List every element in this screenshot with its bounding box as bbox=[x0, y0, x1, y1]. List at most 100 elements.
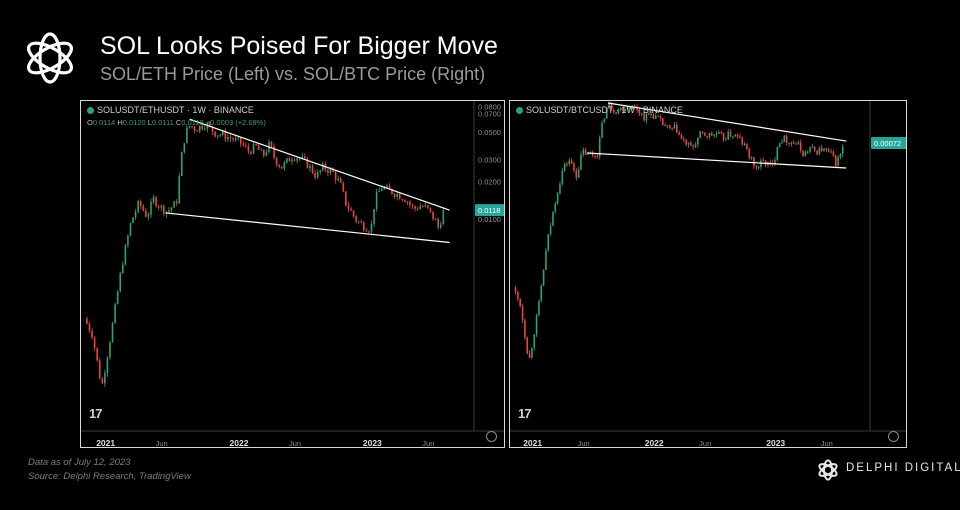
candle-body bbox=[96, 347, 98, 361]
candle-body bbox=[718, 132, 720, 134]
candle-body bbox=[584, 149, 587, 155]
candle-body bbox=[86, 318, 88, 324]
candle-body bbox=[209, 123, 211, 127]
candle-body bbox=[393, 194, 396, 197]
candle-body bbox=[104, 373, 106, 384]
candle-body bbox=[214, 131, 216, 137]
time-tick-label: 2022 bbox=[230, 438, 249, 448]
candle-body bbox=[360, 221, 363, 223]
candle-body bbox=[678, 132, 680, 135]
candle-body bbox=[204, 128, 206, 130]
candle-body bbox=[668, 125, 671, 128]
candle-body bbox=[134, 211, 137, 218]
brand-name: DELPHI DIGITAL bbox=[846, 462, 960, 474]
candle-body bbox=[645, 113, 648, 121]
candle-body bbox=[841, 146, 844, 154]
candle-body bbox=[538, 300, 540, 315]
candle-body bbox=[554, 203, 557, 212]
candle-body bbox=[352, 210, 355, 217]
candle-body bbox=[517, 291, 519, 299]
candle-body bbox=[245, 145, 247, 147]
candle-body bbox=[528, 353, 531, 358]
candle-body bbox=[239, 137, 242, 144]
candle-body bbox=[280, 166, 283, 169]
tradingview-logo-icon: 17 bbox=[89, 406, 103, 421]
data-date-note: Data as of July 12, 2023 bbox=[28, 457, 131, 468]
candle-body bbox=[561, 170, 564, 184]
candle-body bbox=[519, 298, 522, 307]
candle-body bbox=[109, 342, 111, 358]
candle-body bbox=[591, 153, 594, 156]
candle-body bbox=[540, 285, 543, 301]
candle-body bbox=[252, 144, 255, 154]
chart-settings-gear-icon[interactable] bbox=[486, 431, 497, 442]
candle-body bbox=[404, 200, 406, 202]
candle-body bbox=[799, 142, 802, 151]
chart-settings-gear-icon[interactable] bbox=[888, 431, 899, 442]
candle-body bbox=[124, 245, 127, 265]
candle-body bbox=[101, 378, 104, 384]
delphi-logo-icon bbox=[27, 32, 73, 84]
price-tick-label: 0.0300 bbox=[478, 156, 501, 165]
candle-body bbox=[221, 131, 224, 135]
candle-body bbox=[563, 163, 566, 171]
candle-body bbox=[594, 155, 596, 157]
candle-body bbox=[106, 357, 109, 374]
candle-body bbox=[524, 320, 526, 338]
candle-body bbox=[437, 219, 439, 228]
candle-body bbox=[139, 200, 142, 206]
candle-body bbox=[116, 291, 119, 305]
candle-body bbox=[699, 131, 701, 138]
candle-body bbox=[626, 107, 629, 110]
candle-body bbox=[778, 142, 781, 147]
candle-body bbox=[186, 127, 188, 144]
candle-body bbox=[211, 126, 214, 132]
candle-body bbox=[633, 105, 636, 107]
candle-body bbox=[357, 221, 360, 223]
candle-body bbox=[388, 185, 391, 190]
candle-body bbox=[680, 134, 683, 139]
candle-body bbox=[825, 148, 828, 150]
candle-body bbox=[293, 159, 296, 161]
time-tick-label: Jun bbox=[156, 439, 168, 448]
candle-body bbox=[363, 222, 365, 231]
candle-body bbox=[622, 107, 624, 112]
sol-eth-chart-panel[interactable]: 0.0800 0.0700 0.0500 0.0300 0.0200 0.0100 2021… bbox=[80, 100, 505, 448]
candle-body bbox=[350, 208, 352, 211]
candle-body bbox=[683, 138, 685, 140]
candle-body bbox=[263, 149, 265, 156]
candle-body bbox=[283, 162, 286, 169]
sol-eth-symbol-line: SOLUSDT/ETHUSDT · 1W · BINANCE bbox=[87, 105, 254, 115]
sol-btc-chart-panel[interactable]: 2021 Jun 2022 Jun 2023 Jun 0.00072 SOLUSDT/BTC… bbox=[509, 100, 907, 448]
sol-eth-ohlc-readout: O0.0114 H0.0120 L0.0111 C0.0118 +0.0003 … bbox=[87, 118, 266, 127]
candle-body bbox=[406, 201, 409, 203]
candle-body bbox=[820, 147, 823, 152]
time-tick-label: Jun bbox=[699, 439, 711, 448]
candle-body bbox=[736, 134, 739, 137]
candle-body bbox=[711, 133, 713, 136]
candle-body bbox=[746, 144, 748, 150]
candle-body bbox=[93, 337, 96, 348]
candle-body bbox=[535, 314, 538, 335]
candle-body bbox=[196, 130, 198, 132]
candle-body bbox=[727, 131, 730, 140]
candle-body bbox=[142, 205, 145, 211]
candle-body bbox=[605, 107, 608, 119]
source-note: Source: Delphi Research, TradingView bbox=[28, 471, 191, 482]
candle-body bbox=[370, 223, 373, 232]
candle-body bbox=[152, 197, 155, 203]
candle-body bbox=[577, 169, 580, 178]
candle-body bbox=[334, 171, 337, 181]
candle-body bbox=[398, 193, 401, 200]
candle-body bbox=[750, 157, 753, 159]
candle-body bbox=[347, 205, 350, 209]
candle-body bbox=[442, 210, 445, 225]
candle-body bbox=[98, 360, 101, 379]
candle-body bbox=[224, 131, 227, 140]
candle-body bbox=[291, 159, 293, 162]
candle-body bbox=[275, 157, 278, 166]
candle-body bbox=[216, 135, 219, 137]
candle-body bbox=[147, 214, 150, 217]
candle-body bbox=[255, 144, 257, 146]
